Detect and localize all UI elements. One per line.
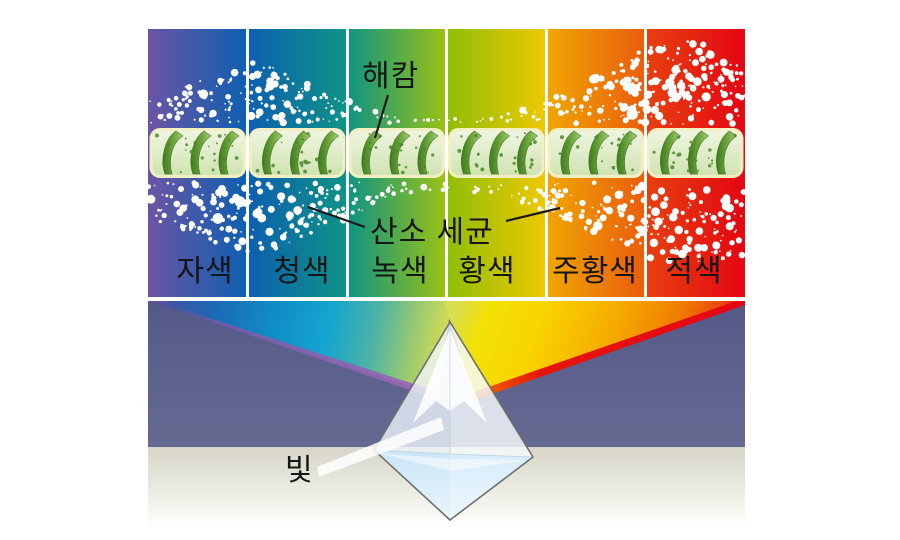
bacteria-label: 산소 세균 [370,216,494,249]
light-label: 빛 [285,454,313,487]
algae-filament-row [149,128,744,178]
spiral-chloroplast [389,130,411,175]
red-edge-ray [471,301,745,400]
prism-inner-edges [373,322,534,458]
algae-label: 해캄 [362,60,420,93]
spiral-chloroplast [218,130,240,175]
spiral-chloroplast [417,130,439,175]
spiral-chloroplast [461,130,483,175]
prism [373,321,534,521]
color-label: 적색 [665,255,723,288]
color-label: 녹색 [371,255,429,288]
prism-scene [148,301,745,529]
spiral-chloroplast [489,130,511,175]
color-label: 주황색 [552,255,638,288]
column-separator [544,29,548,297]
column-separator [644,29,647,297]
spiral-chloroplast [517,130,539,175]
spiral-chloroplast [162,130,184,175]
algae-cell [149,128,246,178]
spiral-chloroplast [616,130,638,175]
algae-cell [249,128,346,178]
column-separator [246,29,249,297]
algae-cell [647,128,744,178]
spiral-chloroplast [262,130,284,175]
column-separator [345,29,349,297]
color-label: 청색 [273,255,331,288]
color-label: 황색 [458,255,516,288]
spiral-chloroplast [588,130,610,175]
prism-reflection-band [379,453,528,471]
prism-panel: 빛 [148,301,745,529]
spiral-chloroplast [688,130,710,175]
spiral-chloroplast [560,130,582,175]
algae-cell [547,128,644,178]
prism-outline [373,321,534,521]
incoming-light-beam [317,417,444,477]
color-label: 자색 [176,255,234,288]
column-separator [445,29,448,297]
spiral-chloroplast [660,130,682,175]
spectrum-band: 해캄 산소 세균 자색 청색 녹색 황색 주황색 적색 [148,29,745,297]
violet-edge-ray [150,301,439,398]
algae-cell [348,128,445,178]
algae-cell [448,128,545,178]
